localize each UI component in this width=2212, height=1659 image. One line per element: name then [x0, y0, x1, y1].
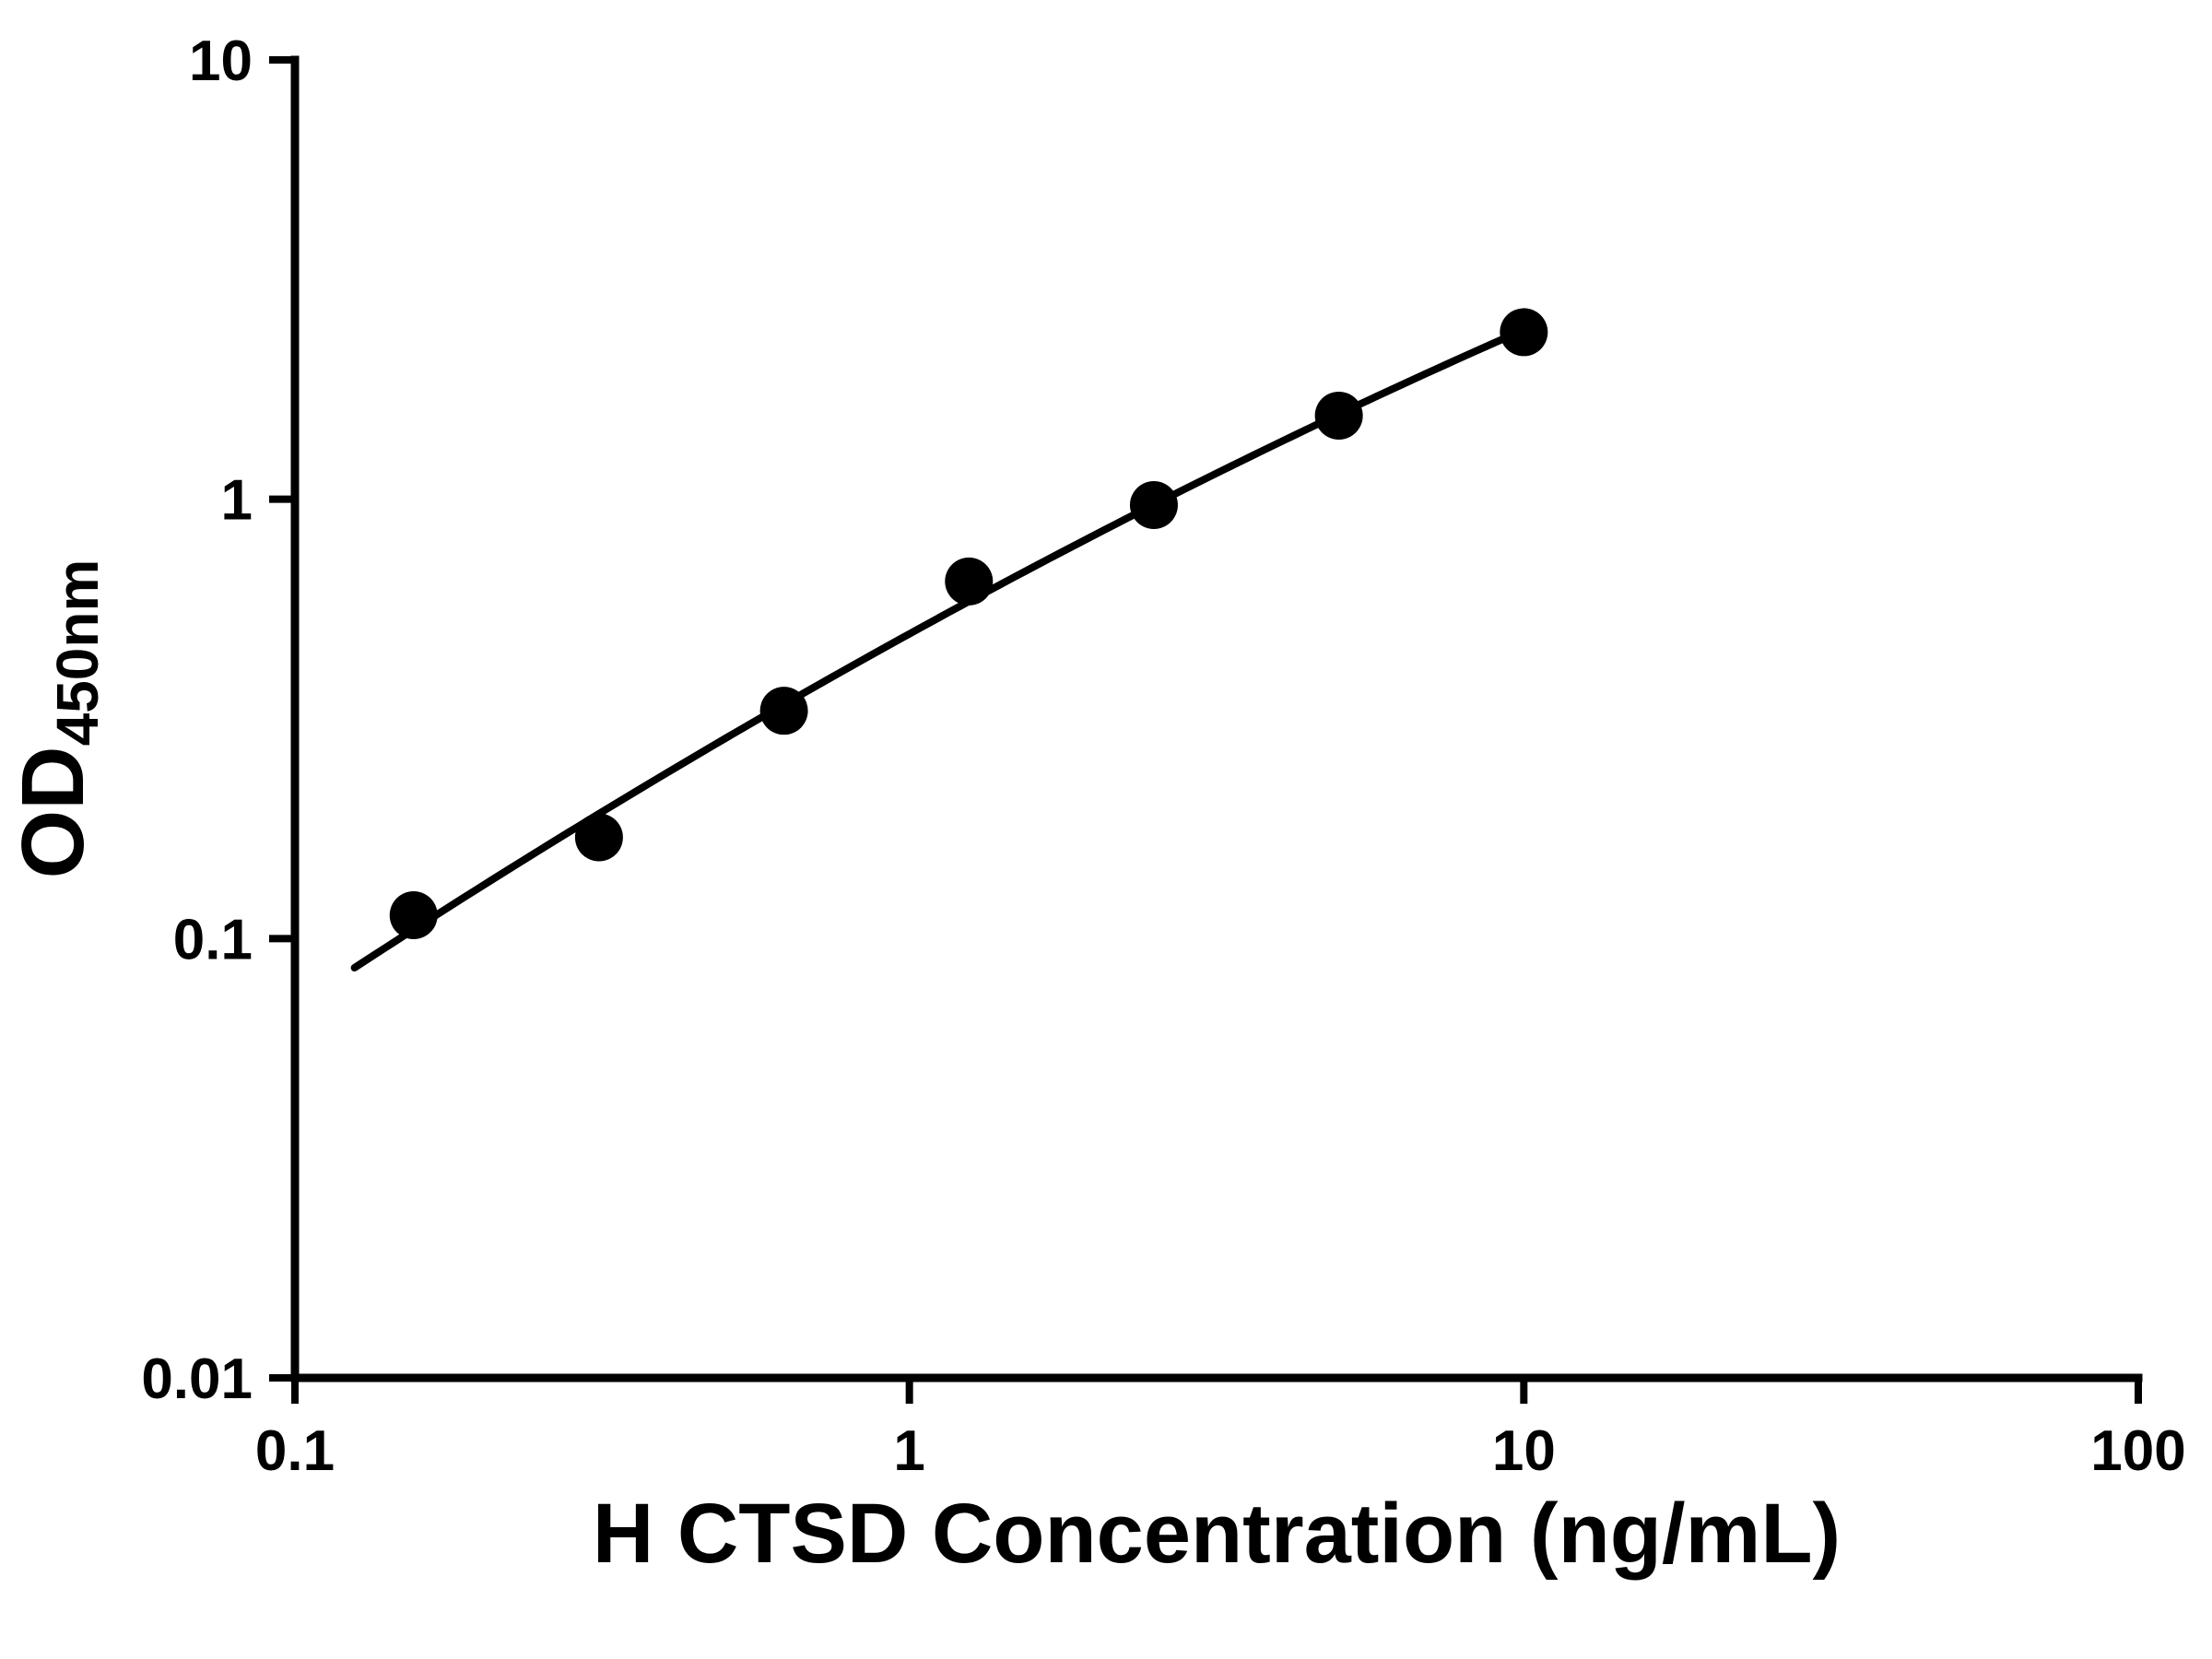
axes	[290, 55, 2143, 1382]
data-points	[389, 308, 1548, 940]
x-tick-label: 1	[893, 1419, 924, 1483]
x-tick-label: 100	[2090, 1419, 2185, 1483]
y-axis: 0.01 0.1 1 10	[141, 29, 295, 1411]
y-tick-label: 0.1	[173, 908, 253, 971]
y-axis-title-main: OD	[4, 746, 102, 878]
x-tick-label: 10	[1492, 1419, 1556, 1483]
data-point	[1129, 480, 1178, 529]
y-tick-label: 10	[189, 29, 253, 93]
y-tick-label: 0.01	[141, 1347, 253, 1411]
y-axis-title-sub: 450nm	[44, 559, 111, 747]
data-point	[1500, 308, 1548, 357]
data-point	[389, 891, 438, 940]
data-point	[945, 557, 994, 606]
x-axis-title: H CTSD Concentration (ng/mL)	[592, 1487, 1841, 1581]
x-tick-label: 0.1	[255, 1419, 335, 1483]
data-point	[574, 813, 623, 862]
y-axis-title: OD450nm	[4, 559, 111, 879]
data-point	[1314, 391, 1363, 440]
y-tick-label: 1	[221, 469, 253, 533]
x-axis: 0.1 1 10 100	[255, 1378, 2186, 1483]
data-point	[759, 687, 808, 735]
